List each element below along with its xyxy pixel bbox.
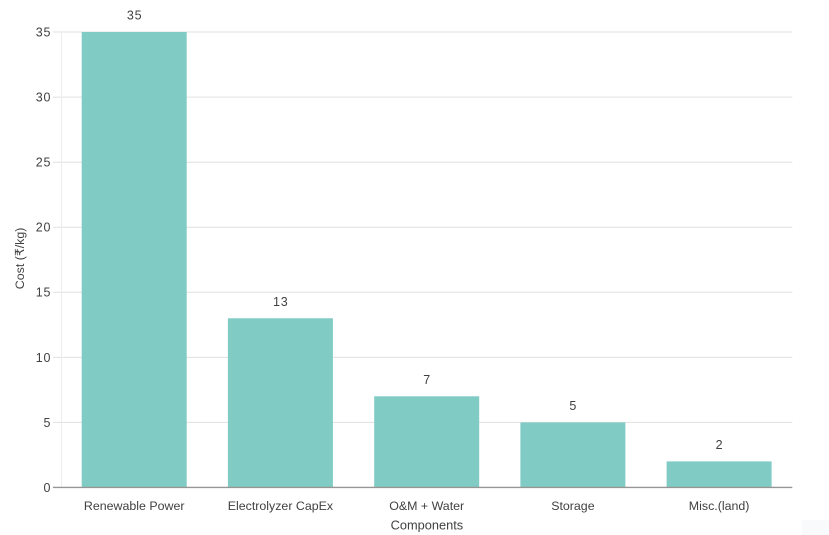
svg-text:35: 35 (36, 25, 52, 39)
svg-text:5: 5 (44, 416, 51, 430)
svg-text:Cost (₹/kg): Cost (₹/kg) (13, 228, 27, 290)
svg-text:O&M + Water: O&M + Water (389, 499, 464, 513)
svg-text:10: 10 (36, 351, 52, 365)
svg-text:25: 25 (36, 156, 52, 170)
svg-text:Electrolyzer CapEx: Electrolyzer CapEx (228, 499, 334, 513)
svg-text:Storage: Storage (551, 499, 595, 513)
svg-text:13: 13 (273, 295, 289, 309)
svg-text:5: 5 (569, 399, 576, 413)
svg-text:30: 30 (36, 91, 52, 105)
svg-text:7: 7 (423, 373, 430, 387)
svg-text:15: 15 (36, 286, 52, 300)
svg-text:35: 35 (127, 8, 143, 22)
svg-text:Renewable Power: Renewable Power (84, 499, 185, 513)
svg-text:Misc.(land): Misc.(land) (689, 499, 750, 513)
svg-text:Components: Components (391, 518, 464, 533)
svg-text:20: 20 (36, 221, 52, 235)
svg-text:2: 2 (716, 438, 723, 452)
svg-text:0: 0 (44, 481, 51, 495)
